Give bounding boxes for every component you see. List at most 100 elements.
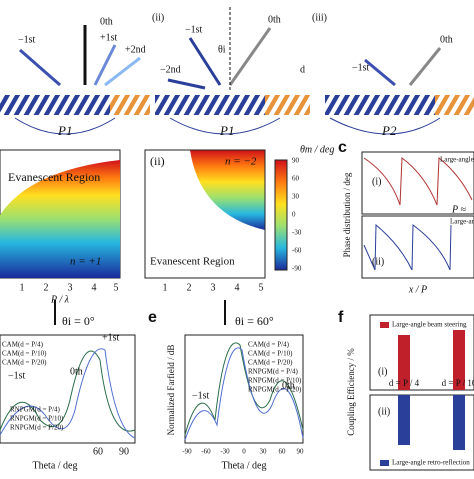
order-label: +1st (102, 332, 120, 343)
farfield-curve (0, 348, 136, 439)
panel-tag: (ii) (152, 12, 164, 23)
x-tick-label: 60 (279, 448, 287, 456)
y-axis-label: Phase distribution / deg (342, 172, 352, 257)
x-tick-label: d = P / 10 (442, 378, 474, 388)
phase-curve (363, 156, 473, 206)
farfield-curve (184, 342, 304, 436)
panel-d: θi = 0° CAM(d = P/4) CAM(d = P/10) CAM(d… (0, 300, 136, 471)
order-label: 0th (70, 366, 83, 377)
beams (19, 25, 442, 90)
legend-entry: CAM(d = P/10) (248, 350, 293, 358)
period-label: P2 (381, 123, 397, 138)
order-label: 0th (268, 14, 281, 25)
x-tick-label: 3 (68, 282, 73, 293)
legend-entry: RNPGM(d = P/20) (248, 386, 302, 394)
colorbar-tick: 30 (292, 193, 300, 201)
axes (361, 215, 474, 279)
x-tick-label: 60 (93, 446, 103, 457)
legend-entry: RNPGM(d = P/20) (10, 424, 64, 432)
order-label: +1st (100, 32, 118, 43)
order-label: 0th (100, 16, 113, 27)
incidence-label: θi = 60° (235, 314, 274, 328)
bar (453, 330, 465, 390)
order-label: n = +1 (70, 256, 101, 268)
panel-tag: (iii) (312, 12, 327, 23)
panel-tag: (ii) (150, 154, 165, 168)
x-tick-label: 90 (297, 448, 305, 456)
legend-entry: Large-angle beam steering (392, 321, 467, 329)
colorbar-tick: -30 (292, 229, 302, 237)
axes (369, 394, 474, 471)
colorbar-tick: 90 (292, 157, 300, 165)
period-label: P1 (219, 123, 234, 138)
bar (398, 395, 410, 445)
x-tick-label: 2 (187, 282, 192, 293)
x-tick-label: -60 (201, 448, 211, 456)
colorbar-tick: 60 (292, 175, 300, 183)
legend-entry: RNPGM(d = P/4) (10, 406, 61, 414)
x-tick-label: 0 (242, 448, 246, 456)
grating (435, 95, 474, 115)
panel-letter: f (338, 309, 344, 326)
x-tick-label: 5 (259, 282, 264, 293)
axes (369, 314, 474, 391)
legend-entry: RNPGM(d = P/10) (248, 377, 302, 385)
panel-tag: (ii) (372, 256, 384, 267)
x-axis-label: Theta / deg (33, 460, 78, 471)
farfield-curve (0, 350, 136, 432)
panel-tag: (i) (378, 366, 387, 377)
axes (361, 151, 474, 215)
note: P ≈ (451, 204, 466, 215)
period-label: P1 (57, 123, 72, 138)
x-tick-label: 3 (211, 282, 216, 293)
period-brace (14, 117, 441, 135)
x-tick-label: 30 (260, 448, 268, 456)
x-tick-label: 90 (119, 446, 129, 457)
angle-label: θi (218, 44, 226, 55)
legend-entry: CAM(d = P/4) (2, 341, 44, 349)
panel-letter: c (338, 139, 347, 156)
order-label: −1st (8, 370, 26, 381)
legend-entry: Large-angle (440, 156, 474, 164)
x-tick-label: 4 (235, 282, 240, 293)
axes-frame (144, 149, 266, 279)
axes (184, 334, 304, 444)
order-label: −1st (352, 62, 370, 73)
legend-swatch (380, 460, 389, 466)
x-tick-label: 5 (114, 282, 119, 293)
colorbar-tick: -90 (292, 265, 302, 273)
panel-e: e θi = 60° CAM(d = P/4) CAM(d = P/10) CA… (148, 300, 304, 471)
period-d: d (300, 64, 305, 75)
panel-b: Evanescent Region n = +1 1 2 3 4 5 P / λ… (0, 144, 334, 305)
panel-c: c (i) (ii) Large-angle Large-angle P ≈ x… (338, 139, 474, 295)
grating (325, 95, 435, 115)
x-axis-label: P / λ (50, 294, 70, 305)
colorbar-tick: 0 (292, 211, 296, 219)
phase-curve (363, 223, 452, 271)
legend-entry: CAM(d = P/20) (2, 359, 47, 367)
grating (265, 95, 310, 115)
x-tick-label: 4 (92, 282, 97, 293)
y-axis-label: Coupling Efficiency / % (346, 348, 356, 436)
farfield-curve (184, 347, 304, 441)
legend-entry: CAM(d = P/20) (248, 359, 293, 367)
region-label: Evanescent Region (150, 256, 235, 268)
legend-swatch (380, 322, 389, 328)
x-tick-label: 2 (44, 282, 49, 293)
panel-letter: e (148, 309, 157, 326)
y-axis-label: Normalized Farfield / dB (166, 345, 176, 436)
panel-tag: (ii) (378, 406, 390, 417)
order-label: −1st (18, 34, 36, 45)
colorbar-label: θm / deg (300, 144, 334, 155)
colorbar-tick: -60 (292, 247, 302, 255)
order-label: −2nd (160, 64, 181, 75)
order-label: 0th (282, 380, 295, 391)
region-label: Evanescent Region (8, 170, 100, 184)
incidence-label: θi = 0° (62, 314, 95, 328)
x-tick-label: -30 (220, 448, 230, 456)
colormap (0, 160, 120, 278)
bar (453, 395, 465, 450)
x-axis-label: x / P (408, 284, 427, 295)
colormap (190, 150, 265, 230)
